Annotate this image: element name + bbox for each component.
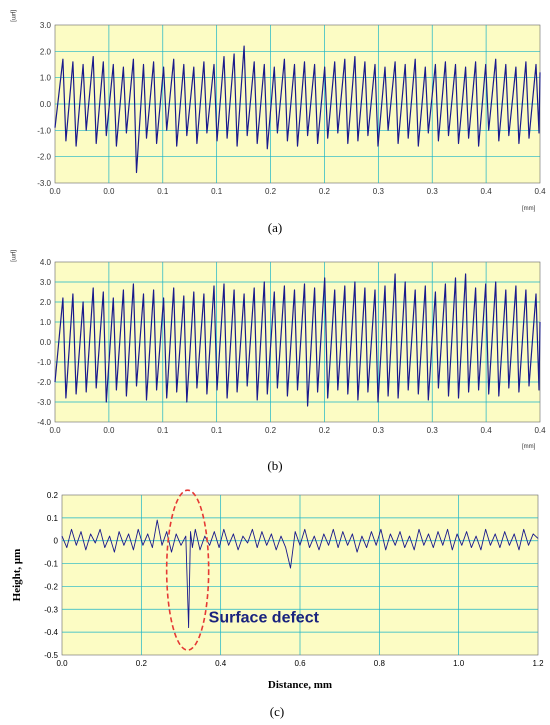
x-unit-label: [mm] (522, 206, 536, 212)
y-tick-label: -0.4 (44, 628, 58, 637)
y-tick-label: -2.0 (37, 378, 51, 387)
chart-a: 3.02.01.00.0-1.0-2.0-3.00.0 0.0 0.1 0.1 0.2 0… (10, 10, 546, 235)
y-tick-label: 2.0 (40, 47, 52, 56)
y-tick-label: -0.3 (44, 605, 58, 614)
x-tick-label: 0.0 (49, 187, 61, 196)
y-tick-label: -0.2 (44, 582, 58, 591)
x-tick-label: 0.2 (265, 187, 277, 196)
x-tick-label: 0.2 (319, 426, 331, 435)
chart-c: 0.2 0.1 0 -0.1 -0.2 -0.3 -0.4 -0.50.0 0.2 0.4 0.6 0… (11, 489, 544, 719)
x-tick-label: 0.3 (373, 426, 385, 435)
x-tick-label: 0.1 (211, 187, 223, 196)
x-tick-label: 0.8 (374, 659, 386, 668)
y-tick-label: 0.2 (47, 491, 59, 500)
y-tick-label: -1.0 (37, 126, 51, 135)
y-tick-label: 0 (54, 537, 59, 546)
x-tick-label: 1.2 (532, 659, 544, 668)
y-tick-label: 3.0 (40, 21, 52, 30)
defect-highlight-ellipse (165, 489, 210, 651)
y-tick-label: 1.0 (40, 318, 52, 327)
x-tick-label: 0.1 (211, 426, 223, 435)
y-tick-label: -0.5 (44, 651, 58, 660)
y-unit-label: [μm] (10, 250, 16, 262)
y-tick-label: 0.0 (40, 100, 52, 109)
x-tick-label: 0.2 (319, 187, 331, 196)
x-axis-label: Distance, mm (268, 679, 332, 691)
panel-caption: (b) (267, 458, 282, 473)
y-tick-label: -4.0 (37, 418, 51, 427)
panel-caption: (c) (270, 704, 284, 719)
x-tick-label: 0.0 (49, 426, 61, 435)
x-tick-label: 0.0 (56, 659, 68, 668)
y-unit-label: [μm] (10, 10, 16, 22)
y-tick-label: -0.1 (44, 560, 58, 569)
x-tick-label: 0.4 (481, 426, 493, 435)
y-tick-label: 4.0 (40, 258, 52, 267)
series-line (54, 273, 541, 407)
y-tick-label: -3.0 (37, 179, 51, 188)
y-tick-label: -3.0 (37, 398, 51, 407)
x-tick-label: 0.4 (215, 659, 227, 668)
x-tick-label: 0.3 (427, 426, 439, 435)
x-tick-label: 0.0 (103, 187, 115, 196)
panel-caption: (a) (268, 220, 282, 235)
x-tick-label: 0.6 (294, 659, 306, 668)
y-axis-label: Height, μm (11, 549, 23, 602)
y-tick-label: 1.0 (40, 74, 52, 83)
x-tick-label: 0.1 (157, 426, 169, 435)
x-tick-label: 0.2 (265, 426, 277, 435)
y-tick-label: 0.0 (40, 338, 52, 347)
x-tick-label: 0.4 (481, 187, 493, 196)
x-tick-label: 0.3 (373, 187, 385, 196)
x-tick-label: 0.3 (427, 187, 439, 196)
x-tick-label: 0.0 (103, 426, 115, 435)
x-tick-label: 0.4 (534, 187, 546, 196)
x-tick-label: 0.1 (157, 187, 169, 196)
x-tick-label: 1.0 (453, 659, 465, 668)
y-tick-label: 0.1 (47, 514, 59, 523)
series-line (54, 45, 541, 174)
y-tick-label: 3.0 (40, 278, 52, 287)
y-tick-label: 2.0 (40, 298, 52, 307)
x-tick-label: 0.2 (136, 659, 148, 668)
y-tick-label: -2.0 (37, 153, 51, 162)
y-tick-label: -1.0 (37, 358, 51, 367)
x-tick-label: 0.4 (534, 426, 546, 435)
x-unit-label: [mm] (522, 444, 536, 450)
chart-b: 4.03.02.01.00.0-1.0-2.0-3.0-4.00.0 0.0 0.1… (10, 250, 546, 473)
series-line (61, 519, 539, 629)
annotation-text: Surface defect (209, 609, 320, 626)
